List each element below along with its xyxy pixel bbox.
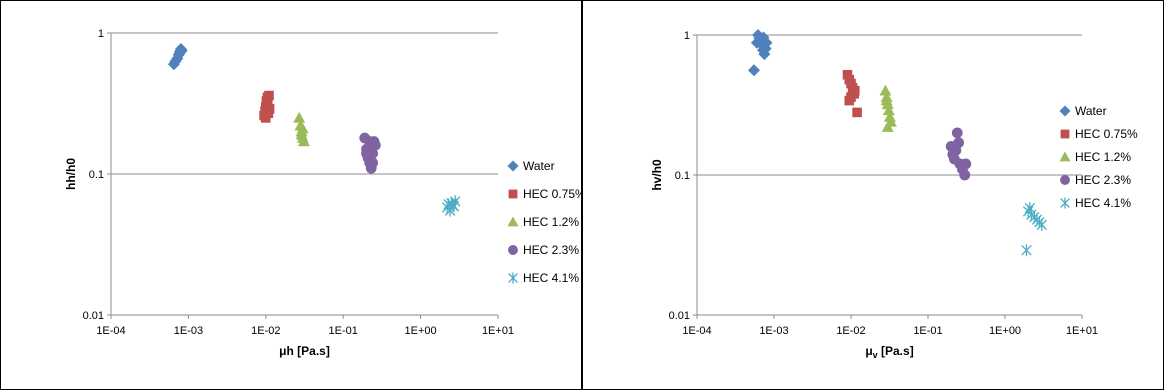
y-axis-label: hv/h0: [650, 159, 664, 191]
legend-label: HEC 1.2%: [523, 215, 579, 229]
legend-marker: [1060, 129, 1070, 139]
data-point: [756, 38, 769, 51]
data-point: [295, 128, 308, 140]
x-tick-label: 1E-01: [329, 325, 358, 337]
x-tick-label: 1E+01: [482, 325, 514, 337]
legend-label: Water: [1075, 104, 1107, 118]
series-hec-0-75-: [842, 69, 862, 118]
y-axis-label: hh/h0: [64, 158, 78, 190]
legend-marker: [1060, 197, 1070, 209]
x-tick-label: 1E-03: [174, 325, 203, 337]
data-point: [261, 113, 271, 123]
data-point: [960, 158, 972, 170]
y-tick-label: 0.01: [83, 310, 104, 322]
series-hec-1-2-: [293, 111, 310, 147]
series-hec-2-3-: [359, 132, 381, 174]
y-tick-label: 0.1: [89, 169, 104, 181]
data-point: [757, 31, 770, 44]
legend-marker: [1060, 175, 1070, 185]
series-hec-2-3-: [945, 127, 972, 181]
data-point: [175, 44, 188, 57]
data-point: [883, 110, 896, 122]
chart-left: 0.01 0.1 1 1E-04 1E-03 1E-02 1E-01 1E+00 1E+01 μh…: [0, 0, 582, 390]
legend-label: HEC 0.75%: [523, 187, 582, 201]
x-tick-label: 1E+01: [1066, 325, 1098, 337]
data-point: [842, 69, 853, 80]
series-hec-4-1-: [441, 195, 461, 217]
legend-marker: [508, 245, 518, 255]
y-tick-label: 0.01: [669, 310, 690, 322]
data-point: [448, 200, 460, 213]
legend-marker: [1059, 151, 1071, 162]
data-point: [361, 147, 372, 159]
x-tick-label: 1E-04: [96, 325, 125, 337]
data-point: [882, 104, 895, 116]
chart-border: [582, 0, 1164, 390]
legend-label: HEC 4.1%: [1075, 196, 1131, 210]
data-point: [262, 99, 273, 110]
data-point: [296, 122, 309, 134]
series-water: [748, 29, 773, 77]
data-point: [852, 107, 862, 118]
legend-marker: [507, 216, 519, 227]
data-point: [951, 127, 963, 139]
x-tick-label: 1E-01: [913, 325, 942, 337]
legend-marker: [508, 272, 518, 284]
series-water: [167, 43, 188, 71]
legend-label: HEC 1.2%: [1075, 150, 1131, 164]
data-point: [1036, 218, 1047, 231]
data-point: [849, 85, 860, 96]
y-tick-label: 1: [684, 30, 690, 42]
data-point: [1021, 244, 1032, 257]
data-point: [881, 121, 894, 132]
legend-label: HEC 2.3%: [523, 243, 579, 257]
legend-marker: [508, 189, 518, 199]
legend-label: HEC 0.75%: [1075, 127, 1138, 141]
x-tick-label: 1E+00: [989, 325, 1021, 337]
data-point: [948, 144, 960, 156]
chart-border: [0, 0, 582, 390]
data-point: [879, 84, 892, 96]
y-tick-label: 0.1: [675, 170, 690, 182]
series-hec-1-2-: [879, 84, 897, 132]
x-axis-label: μh [Pa.s]: [279, 344, 330, 358]
data-point: [264, 90, 274, 101]
data-point: [880, 94, 893, 106]
legend-label: HEC 2.3%: [1075, 173, 1131, 187]
data-point: [846, 92, 856, 102]
data-point: [443, 198, 454, 211]
legend-label: Water: [523, 159, 555, 173]
data-point: [748, 64, 761, 77]
legend-label: HEC 4.1%: [523, 271, 579, 285]
y-tick-label: 1: [98, 28, 104, 40]
chart-right: 0.01 0.1 1 1E-04 1E-03 1E-02 1E-01 1E+00 1E+01 μv…: [582, 0, 1164, 390]
x-tick-label: 1E-03: [759, 325, 788, 337]
x-tick-label: 1E+00: [405, 325, 437, 337]
x-tick-label: 1E-02: [251, 325, 280, 337]
series-hec-4-1-: [1021, 202, 1047, 257]
x-tick-label: 1E-02: [836, 325, 865, 337]
data-point: [297, 135, 310, 147]
data-point: [959, 169, 971, 181]
data-point: [750, 36, 763, 49]
legend-marker: [507, 160, 519, 172]
data-point: [293, 111, 306, 123]
data-point: [364, 136, 376, 147]
x-axis-label: μv [Pa.s]: [865, 344, 913, 360]
legend-marker: [1059, 105, 1071, 117]
series-hec-0-75-: [259, 90, 275, 123]
x-tick-label: 1E-04: [682, 325, 711, 337]
data-point: [367, 157, 379, 169]
data-point: [759, 42, 772, 55]
